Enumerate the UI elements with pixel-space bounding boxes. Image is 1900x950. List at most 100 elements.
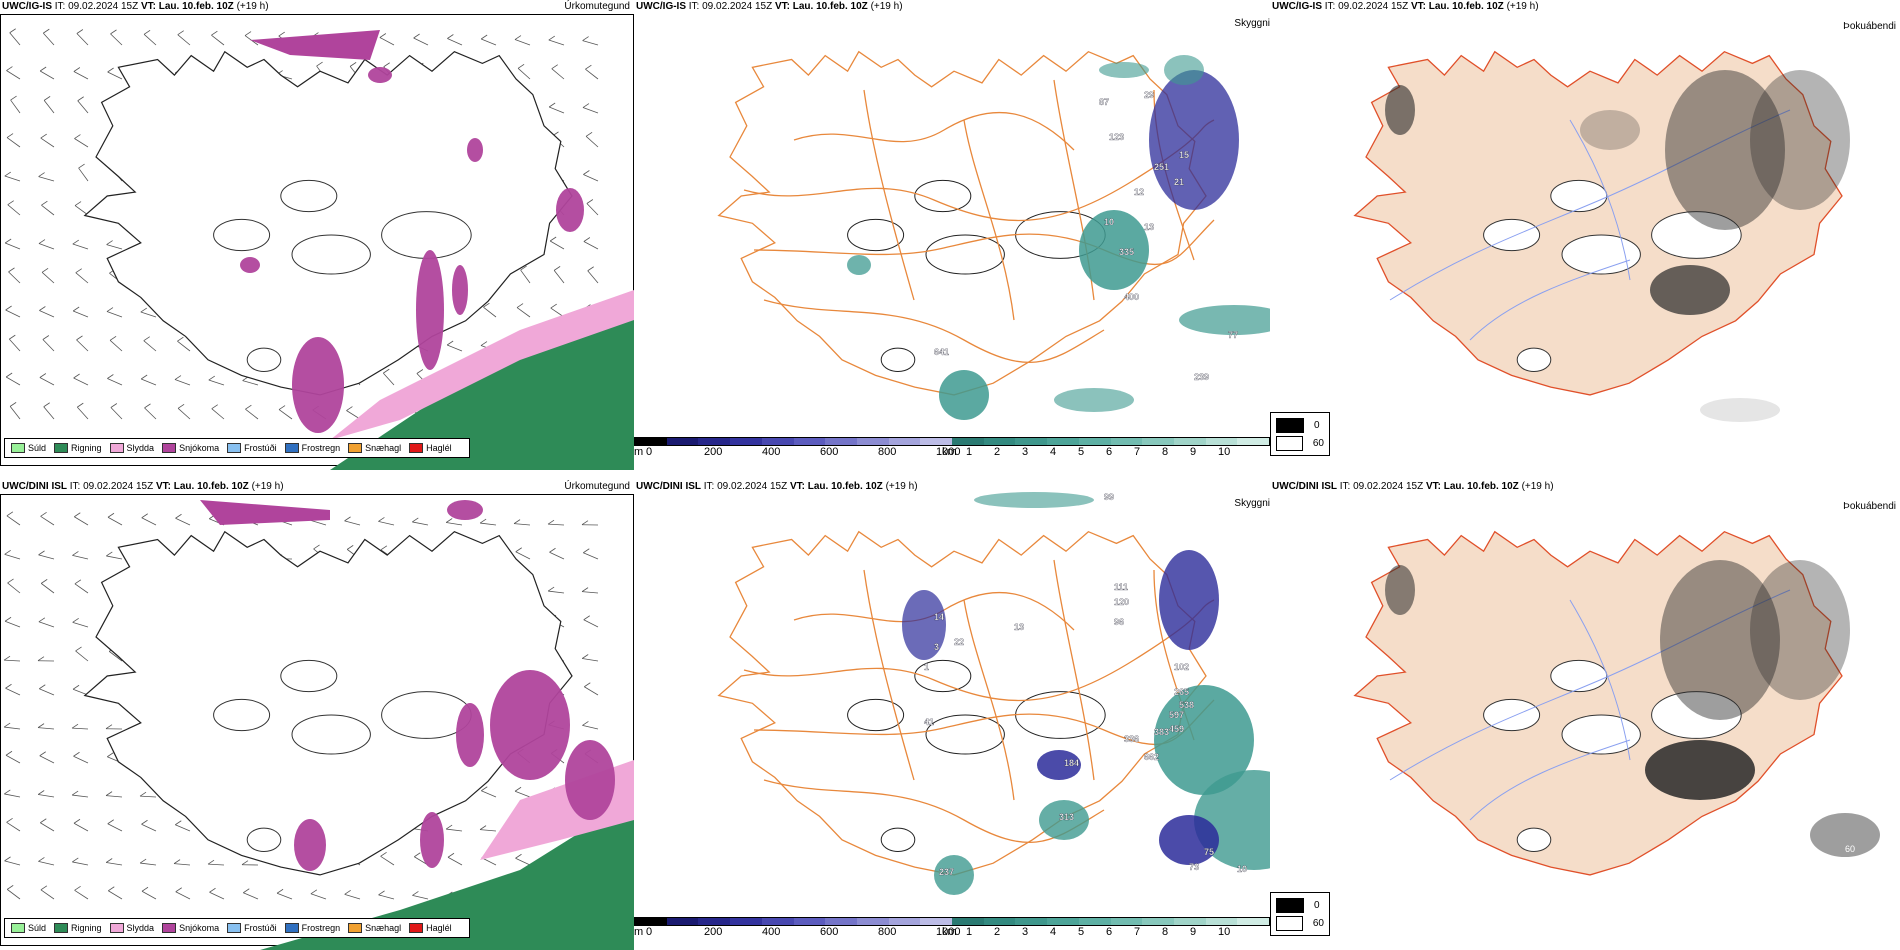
glacier-outline <box>213 218 271 252</box>
wind-barb-flag <box>38 239 46 244</box>
glacier-outline <box>1561 714 1641 755</box>
glacier-outline <box>291 234 371 275</box>
colorbar-cell <box>888 918 921 925</box>
wind-barb-flag <box>74 885 81 891</box>
wind-barb-flag <box>175 513 182 519</box>
wind-barb-flag <box>105 724 113 730</box>
model-name: UWC/DINI ISL <box>2 481 67 492</box>
colorbar-cell <box>983 438 1016 445</box>
scale-unit-m: m <box>634 446 644 458</box>
fog-swatch <box>1276 897 1304 913</box>
wind-barb <box>74 583 89 594</box>
fog-legend-label: 0 <box>1314 419 1320 431</box>
scale-tick-km: 5 <box>1078 446 1085 458</box>
model-name: UWC/IG-IS <box>1272 1 1322 12</box>
wind-barb <box>549 240 565 250</box>
iceland-outline <box>83 530 573 876</box>
wind-barb-flag <box>7 578 14 584</box>
wind-barb <box>73 71 89 80</box>
precip-legend: Súld Rigning Slydda Snjókoma Frostúði Fr… <box>4 918 470 938</box>
wind-barb-flag <box>547 519 555 525</box>
panel-title: Þokuábendi <box>1843 21 1896 32</box>
wind-barb-flag <box>6 66 13 71</box>
road <box>793 111 1075 151</box>
wind-barb <box>583 552 599 560</box>
fog-legend: 0 60 <box>1270 412 1330 456</box>
visibility-value-label: 1 <box>924 662 929 672</box>
wind-barb <box>276 892 293 900</box>
vt-label: VT: <box>1425 481 1441 492</box>
visibility-scale: m 0 200 400 600 800 1000 km 1 2 3 4 5 6 7 8 9 10 <box>634 917 1270 938</box>
visibility-value-label: 22 <box>954 637 964 647</box>
panel-title: Skyggni <box>1234 18 1270 29</box>
wind-barb <box>243 892 259 900</box>
fog-legend-label: 60 <box>1312 437 1324 449</box>
wind-barb <box>585 68 599 80</box>
wind-barb <box>378 894 395 900</box>
lead-time: (+19 h) <box>870 1 903 12</box>
colorbar-cell <box>1110 918 1143 925</box>
legend-swatch <box>227 443 242 453</box>
wind-barb <box>483 306 497 318</box>
wind-barb-flag <box>378 517 385 522</box>
wind-barb <box>175 824 191 832</box>
vt-label: VT: <box>789 481 805 492</box>
precip-areas <box>200 500 634 950</box>
visibility-map: 87 29 123 15 251 12 21 13 10 335 400 641 77 239 <box>717 50 1270 420</box>
wind-barb <box>413 37 429 46</box>
colorbar-cell <box>1142 438 1174 445</box>
visibility-value-label: 239 <box>1194 372 1209 382</box>
wind-barb-flag <box>5 305 12 311</box>
wind-barb <box>582 725 599 730</box>
it-value: 09.02.2024 15Z <box>68 1 139 12</box>
wind-barb-flag <box>5 750 13 756</box>
wind-barb <box>39 688 55 696</box>
low-visibility-area <box>1039 800 1089 840</box>
wind-barb <box>107 378 123 386</box>
iceland-outline <box>83 50 573 396</box>
legend-swatch <box>348 923 363 933</box>
panel-header: UWC/IG-IS IT: 09.02.2024 15Z VT: Lau. 10… <box>636 1 903 12</box>
legend-swatch <box>227 923 242 933</box>
glacier-outline <box>246 347 282 372</box>
legend-item: Súld <box>11 923 46 933</box>
wind-barb-flag <box>514 35 522 40</box>
wind-barb <box>174 379 191 386</box>
wind-barb <box>582 40 599 46</box>
colorbar-cell <box>1237 438 1270 445</box>
wind-barb <box>412 895 429 900</box>
wind-barb-flag <box>77 96 84 102</box>
wind-barb <box>74 516 89 526</box>
road <box>963 119 1015 321</box>
visibility-value-label: 96 <box>1114 617 1124 627</box>
scale-unit-m: m <box>634 926 644 938</box>
wind-barb <box>583 619 599 628</box>
visibility-value-label: 120 <box>1114 597 1129 607</box>
legend-item: Snæhagl <box>348 923 401 933</box>
wind-barb-flag <box>107 752 114 758</box>
visibility-value-label: 102 <box>1174 662 1189 672</box>
wind-barb-flag <box>72 857 79 863</box>
visibility-colorbar <box>634 437 1270 446</box>
river <box>1469 739 1631 821</box>
legend-label: Frostregn <box>301 923 341 933</box>
wind-barb-flag <box>73 818 81 824</box>
legend-swatch <box>54 443 69 453</box>
wind-barb <box>514 523 531 526</box>
river <box>1389 589 1791 781</box>
wind-barb-flag <box>549 547 556 553</box>
wind-barb-flag <box>517 63 525 69</box>
scale-tick-km: 8 <box>1162 446 1169 458</box>
visibility-labels: 87 29 123 15 251 12 21 13 10 335 400 641 77 239 <box>934 90 1238 382</box>
fog-zone <box>1645 740 1755 800</box>
wind-barb <box>72 243 89 250</box>
glacier-outline <box>914 659 972 693</box>
wind-barb-flag <box>378 890 385 896</box>
visibility-value-label: 184 <box>1064 758 1079 768</box>
fog-legend-row: 60 <box>1276 434 1324 452</box>
colorbar-cell <box>635 438 667 445</box>
low-visibility-area <box>1079 210 1149 290</box>
panel-header: UWC/IG-IS IT: 09.02.2024 15Z VT: Lau. 10… <box>2 1 269 12</box>
wind-barb-flag <box>40 885 48 891</box>
wind-barb-flag <box>108 886 115 892</box>
